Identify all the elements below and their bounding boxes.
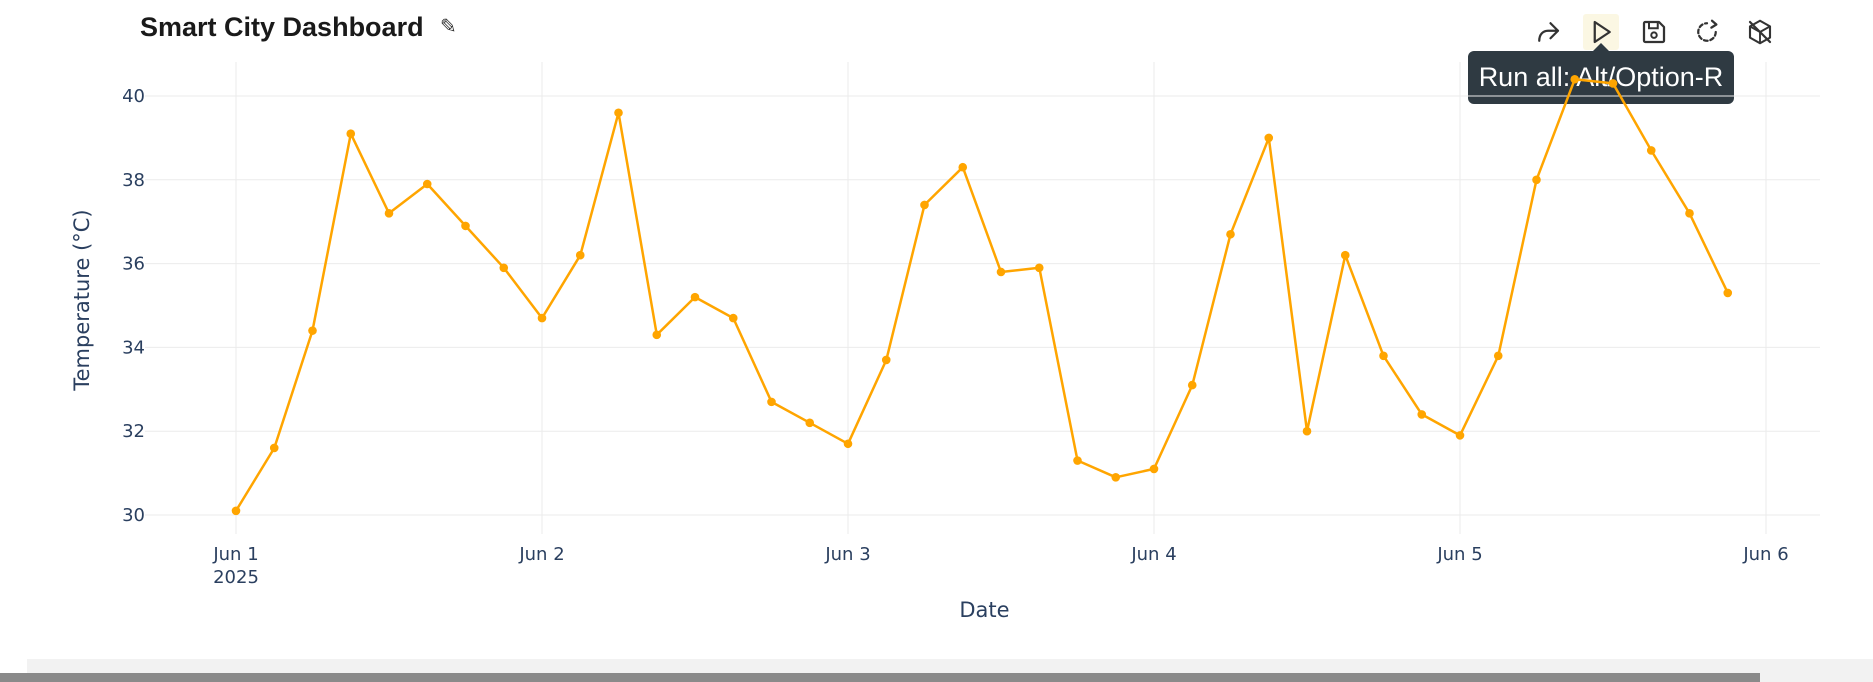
data-point[interactable] [1264,133,1274,143]
data-point[interactable] [1340,250,1350,260]
data-point[interactable] [614,108,623,118]
data-point[interactable] [1111,472,1121,482]
data-point[interactable] [1187,380,1197,390]
run-all-tooltip: Run all: Alt/Option-R [1468,51,1734,104]
data-point[interactable] [1493,351,1503,361]
data-point[interactable] [346,129,356,139]
data-point[interactable] [958,162,968,172]
data-point[interactable] [843,439,853,449]
x-tick-label: Jun 2 [518,544,564,565]
data-point[interactable] [308,326,317,335]
data-point[interactable] [996,267,1006,277]
chart-grid [145,62,1820,534]
temperature-series-line [234,77,1729,512]
y-tick-label: 40 [122,86,145,107]
data-point[interactable] [1570,74,1580,84]
data-point[interactable] [1034,263,1044,273]
page-title: Smart City Dashboard [140,12,424,42]
save-icon [1642,20,1666,44]
data-point[interactable] [1532,175,1541,185]
y-tick-label: 34 [122,337,145,358]
data-point[interactable] [269,443,279,453]
data-point[interactable] [1379,351,1388,361]
data-point[interactable] [1723,288,1733,298]
run-icon [1593,20,1611,44]
y-tick-label: 30 [122,505,145,526]
data-point[interactable] [1149,464,1159,474]
data-point[interactable] [1302,426,1312,436]
toggle-3d-button[interactable] [1742,14,1778,50]
x-tick-year-label: 2025 [213,567,259,588]
x-tick-label: Jun 4 [1130,544,1176,565]
refresh-button[interactable] [1689,14,1725,50]
data-point[interactable] [690,292,700,302]
y-axis-title: Temperature (°C) [70,209,94,391]
data-point[interactable] [537,313,547,323]
tooltip-arrow [1592,43,1610,52]
data-point[interactable] [461,221,470,231]
data-point[interactable] [920,200,929,210]
save-button[interactable] [1636,14,1672,50]
data-point[interactable] [1455,431,1465,440]
data-point[interactable] [1417,410,1427,419]
refresh-icon [1697,19,1718,42]
data-point[interactable] [575,250,585,260]
y-axis-ticks: 30 32 34 36 38 40 [122,86,145,526]
pencil-icon[interactable]: ✎ [440,14,457,38]
data-point[interactable] [1646,146,1656,155]
share-button[interactable] [1530,14,1566,50]
x-tick-label: Jun 6 [1742,544,1788,565]
cube-off-icon [1748,19,1772,45]
data-point[interactable] [1685,209,1694,218]
horizontal-scrollbar[interactable] [0,673,1760,682]
y-tick-label: 36 [122,254,145,275]
data-point[interactable] [1608,79,1618,88]
data-point[interactable] [231,506,241,516]
data-point[interactable] [1226,229,1235,239]
data-point[interactable] [881,355,891,365]
data-point[interactable] [1073,456,1082,465]
data-point[interactable] [767,397,776,407]
y-tick-label: 38 [122,170,145,191]
data-point[interactable] [384,209,394,218]
share-icon [1538,22,1560,42]
data-point[interactable] [805,418,815,428]
data-point[interactable] [499,263,509,273]
temperature-series-points [231,74,1733,516]
y-tick-label: 32 [122,421,145,442]
data-point[interactable] [422,179,432,189]
x-tick-label: Jun 3 [824,544,870,565]
data-point[interactable] [652,330,662,340]
x-axis-title: Date [959,598,1009,622]
data-point[interactable] [728,313,738,323]
x-tick-label: Jun 1 [212,544,258,565]
x-tick-label: Jun 5 [1436,544,1482,565]
